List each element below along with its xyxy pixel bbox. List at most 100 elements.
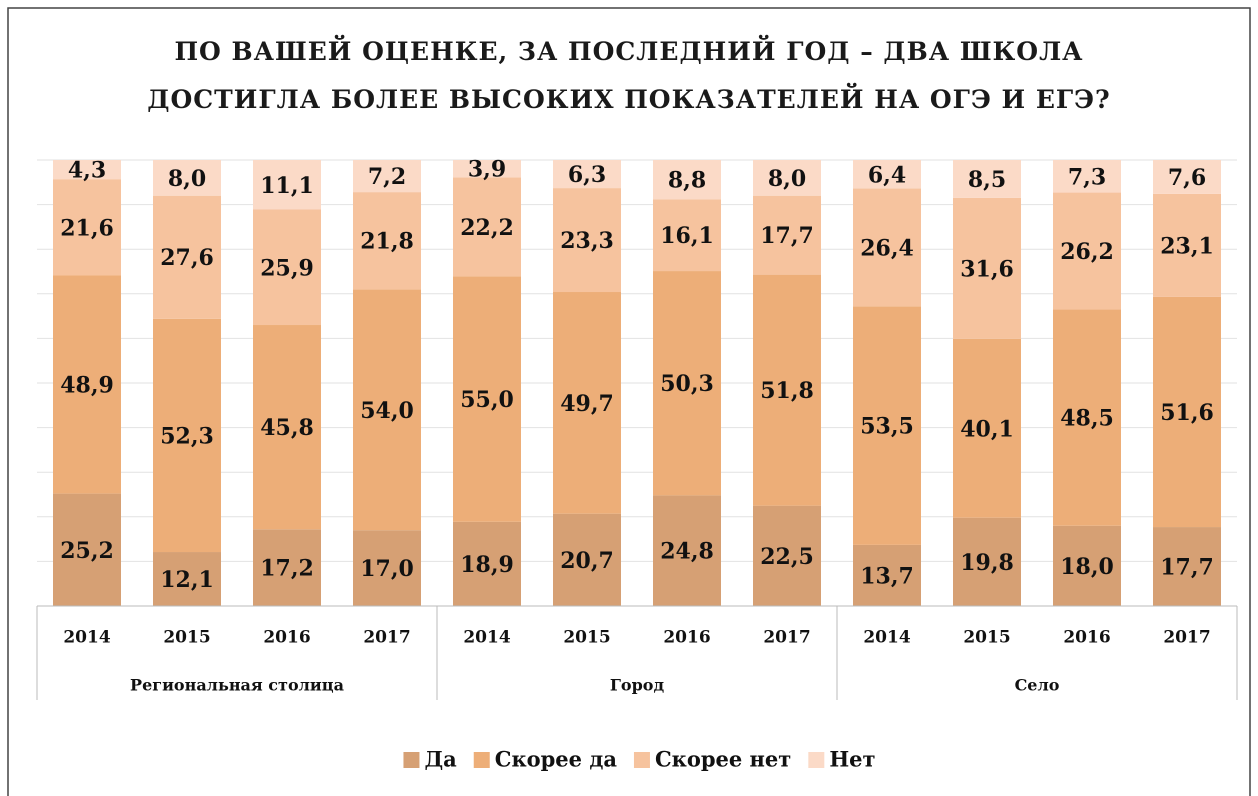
bar-segment <box>653 271 721 496</box>
bar-segment <box>153 318 221 553</box>
x-tick-label: 2014 <box>63 628 110 648</box>
bar-segment <box>953 338 1021 518</box>
bar-segment <box>753 274 821 506</box>
bar-segment <box>1053 525 1121 606</box>
bar-segment <box>753 160 821 196</box>
bar-segment <box>353 192 421 290</box>
x-tick-label: 2014 <box>463 628 510 648</box>
frame-border <box>7 7 1251 796</box>
data-label: 16,1 <box>660 223 714 249</box>
data-label: 49,7 <box>560 391 614 417</box>
data-label: 7,6 <box>1168 165 1206 191</box>
data-label: 23,3 <box>560 228 614 254</box>
data-label: 21,8 <box>360 229 414 255</box>
legend-label: Скорее да <box>495 747 618 772</box>
data-label: 52,3 <box>160 423 214 449</box>
group-label: Село <box>1015 676 1060 695</box>
data-label: 24,8 <box>660 539 714 565</box>
data-label: 51,6 <box>1160 400 1214 426</box>
x-tick-label: 2017 <box>763 628 810 648</box>
bar-segment <box>53 179 121 276</box>
data-label: 22,5 <box>760 544 814 570</box>
data-label: 17,7 <box>760 223 814 249</box>
bar-segment <box>53 275 121 494</box>
bar-segment <box>1153 296 1221 528</box>
bar-segment <box>553 292 621 514</box>
data-label: 18,9 <box>460 552 514 578</box>
data-label: 8,0 <box>768 166 806 192</box>
group-label: Город <box>610 676 665 695</box>
legend-label: Скорее нет <box>655 747 791 772</box>
data-label: 45,8 <box>260 415 314 441</box>
data-label: 51,8 <box>760 378 814 404</box>
bar-segment <box>253 209 321 326</box>
data-label: 26,2 <box>1060 239 1114 265</box>
x-tick-label: 2016 <box>263 628 310 648</box>
bar-segment <box>553 188 621 293</box>
bar-segment <box>453 160 521 178</box>
data-label: 54,0 <box>360 398 414 424</box>
data-label: 7,3 <box>1068 164 1106 190</box>
legend-swatch <box>808 752 825 768</box>
data-label: 25,2 <box>60 538 114 564</box>
data-label: 21,6 <box>60 215 114 241</box>
bar-segment <box>253 529 321 606</box>
data-label: 4,3 <box>68 158 106 184</box>
data-label: 25,9 <box>260 255 314 281</box>
bar-segment <box>853 544 921 606</box>
data-label: 13,7 <box>860 563 914 589</box>
data-label: 8,0 <box>168 166 206 192</box>
bar-segment <box>153 195 221 319</box>
data-label: 8,8 <box>668 168 706 194</box>
bar-segment <box>953 197 1021 339</box>
bar-segment <box>253 325 321 530</box>
data-label: 19,8 <box>960 550 1014 576</box>
bar-segment <box>353 289 421 531</box>
data-label: 17,0 <box>360 556 414 582</box>
legend-label: Нет <box>829 747 875 772</box>
bar-segment <box>953 160 1021 198</box>
x-tick-label: 2016 <box>1063 628 1110 648</box>
group-label: Региональная столица <box>130 676 344 695</box>
bar-segment <box>1053 309 1121 526</box>
x-tick-label: 2016 <box>663 628 710 648</box>
bar-segment <box>853 306 921 545</box>
bar-segment <box>453 276 521 522</box>
data-label: 40,1 <box>960 416 1014 442</box>
data-label: 50,3 <box>660 371 714 397</box>
data-label: 17,2 <box>260 556 314 582</box>
data-label: 26,4 <box>860 235 914 261</box>
data-label: 53,5 <box>860 414 914 440</box>
bar-segment <box>353 530 421 606</box>
bar-segment <box>953 517 1021 606</box>
legend-label: Да <box>424 747 457 772</box>
x-tick-label: 2017 <box>363 628 410 648</box>
data-label: 8,5 <box>968 167 1006 193</box>
bar-segment <box>53 493 121 606</box>
data-label: 6,3 <box>568 162 606 188</box>
data-label: 11,1 <box>260 173 314 199</box>
bar-segment <box>653 495 721 606</box>
bar-segment <box>853 188 921 307</box>
data-label: 23,1 <box>1160 233 1214 259</box>
bar-segment <box>53 160 121 180</box>
x-tick-label: 2015 <box>963 628 1010 648</box>
data-label: 55,0 <box>460 387 514 413</box>
data-label: 48,9 <box>60 373 114 399</box>
bar-segment <box>653 160 721 200</box>
legend-swatch <box>473 752 490 768</box>
bar-segment <box>1153 160 1221 194</box>
chart-title: ПО ВАШЕЙ ОЦЕНКЕ, ЗА ПОСЛЕДНИЙ ГОД – ДВА … <box>147 37 1111 114</box>
data-label: 27,6 <box>160 245 214 271</box>
bar-segment <box>453 177 521 277</box>
x-tick-label: 2014 <box>863 628 910 648</box>
data-label: 12,1 <box>160 567 214 593</box>
data-label: 48,5 <box>1060 406 1114 432</box>
bar-segment <box>1153 193 1221 297</box>
data-label: 31,6 <box>960 256 1014 282</box>
x-tick-label: 2017 <box>1163 628 1210 648</box>
legend-swatch <box>403 752 420 768</box>
bar-segment <box>253 160 321 210</box>
